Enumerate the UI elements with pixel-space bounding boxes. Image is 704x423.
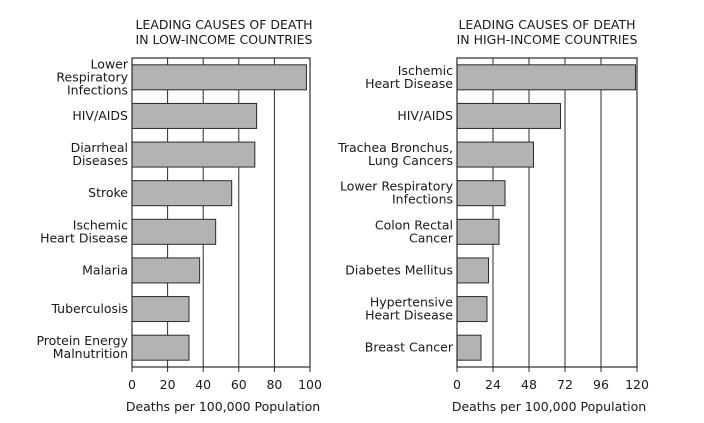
- high-category-label: Breast Cancer: [365, 340, 454, 355]
- high-bar: [456, 257, 489, 284]
- high-tick-label: 72: [557, 377, 573, 392]
- low-category-label: Respiratory: [56, 69, 128, 84]
- low-chart-title-line: LEADING CAUSES OF DEATH: [135, 17, 312, 32]
- low-tick-label: 80: [266, 377, 282, 392]
- low-chart-title-line: IN LOW-INCOME COUNTRIES: [136, 32, 313, 47]
- low-category-label: Protein Energy: [36, 333, 128, 348]
- low-tick-label: 40: [195, 377, 211, 392]
- low-bar: [131, 334, 190, 361]
- high-chart-title-line: LEADING CAUSES OF DEATH: [458, 17, 635, 32]
- high-bar: [456, 218, 500, 245]
- high-tick-label: 120: [625, 377, 649, 392]
- high-category-label: Heart Disease: [365, 308, 453, 323]
- low-category-label: Ischemic: [73, 217, 128, 232]
- high-category-label: Colon Rectal: [375, 217, 453, 232]
- high-category-label: Lower Respiratory: [340, 179, 454, 194]
- low-category-label: HIV/AIDS: [72, 108, 128, 123]
- low-bar: [131, 64, 307, 91]
- high-category-label: Cancer: [409, 230, 454, 245]
- low-category-label: Malaria: [82, 262, 128, 277]
- high-category-label: Heart Disease: [365, 76, 453, 91]
- low-category-label: Diarrheal: [71, 140, 128, 155]
- low-bar: [131, 102, 258, 129]
- high-category-label: Trachea Bronchus,: [337, 140, 453, 155]
- high-tick-label: 96: [593, 377, 609, 392]
- high-bar: [456, 180, 506, 207]
- high-x-axis-label: Deaths per 100,000 Population: [452, 399, 646, 414]
- high-tick-label: 24: [485, 377, 501, 392]
- low-category-label: Diseases: [72, 153, 128, 168]
- high-bar: [456, 102, 561, 129]
- low-category-label: Infections: [67, 82, 128, 97]
- low-category-label: Malnutrition: [53, 346, 128, 361]
- low-plot-frame: [131, 57, 311, 368]
- high-tick-label: 0: [453, 377, 461, 392]
- low-x-axis-label: Deaths per 100,000 Population: [126, 399, 320, 414]
- high-plot-frame: [456, 57, 638, 368]
- low-category-label: Tuberculosis: [50, 301, 128, 316]
- low-tick-label: 20: [160, 377, 176, 392]
- low-bar: [131, 141, 256, 168]
- high-bar: [456, 141, 534, 168]
- low-bar: [131, 296, 190, 323]
- high-category-label: HIV/AIDS: [397, 108, 453, 123]
- low-tick-label: 60: [231, 377, 247, 392]
- low-bar: [131, 180, 233, 207]
- low-category-label: Stroke: [88, 185, 128, 200]
- high-category-label: Diabetes Mellitus: [345, 262, 453, 277]
- low-category-label: Lower: [91, 56, 129, 71]
- high-bar: [456, 296, 488, 323]
- high-category-label: Lung Cancers: [368, 153, 453, 168]
- high-bar: [456, 334, 482, 361]
- high-category-label: Ischemic: [398, 63, 453, 78]
- low-bar: [131, 218, 217, 245]
- low-tick-label: 100: [298, 377, 322, 392]
- high-category-label: Hypertensive: [370, 295, 453, 310]
- high-chart-title-line: IN HIGH-INCOME COUNTRIES: [457, 32, 638, 47]
- low-bar: [131, 257, 201, 284]
- high-category-label: Infections: [392, 192, 453, 207]
- high-bar: [456, 64, 636, 91]
- low-tick-label: 0: [128, 377, 136, 392]
- high-tick-label: 48: [521, 377, 537, 392]
- low-category-label: Heart Disease: [40, 230, 128, 245]
